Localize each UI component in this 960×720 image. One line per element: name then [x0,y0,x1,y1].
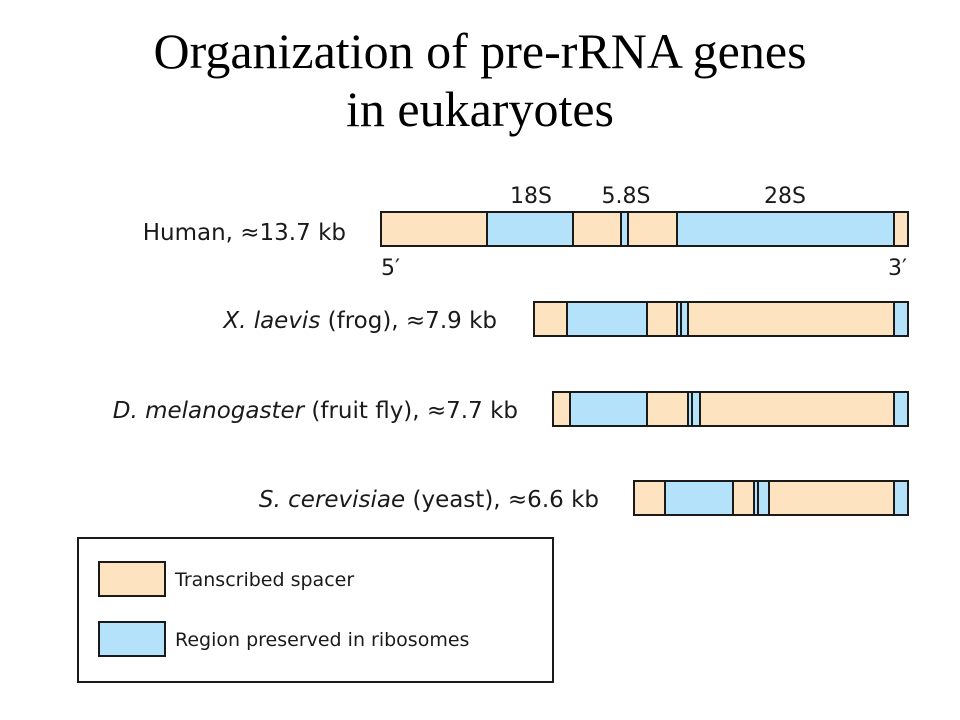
segment-preserved [753,480,770,516]
legend-swatch-spacer [98,561,166,597]
header-18s: 18S [510,184,552,209]
segment-spacer [732,480,755,516]
header-5-8s: 5.8S [602,184,651,209]
segment-spacer [646,301,678,337]
three-prime-label: 3′ [888,256,907,281]
gene-label-yeast: S. cerevisiae (yeast), ≈6.6 kb [259,487,599,513]
segment-spacer [633,480,666,516]
gene-label-frog: X. laevis (frog), ≈7.9 kb [222,308,497,334]
legend-label-spacer: Transcribed spacer [174,569,354,591]
segment-preserved [676,301,689,337]
segment-spacer [572,211,622,247]
legend-swatch-preserved [98,621,166,657]
segment-preserved [486,211,574,247]
segment-preserved [676,211,895,247]
segment-preserved [620,211,629,247]
segment-preserved [566,301,648,337]
species-detail: (frog), ≈7.9 kb [320,308,497,334]
segment-spacer [533,301,568,337]
legend-label-preserved: Region preserved in ribosomes [175,629,469,651]
segment-spacer [646,391,689,427]
gene-bar-frog [533,301,909,337]
legend-box [77,537,554,683]
segment-preserved [893,391,909,427]
segment-spacer [627,211,678,247]
segment-spacer [380,211,488,247]
segment-preserved [893,301,909,337]
five-prime-label: 5′ [381,256,400,281]
species-name: D. melanogaster [113,398,306,424]
segment-spacer [699,391,895,427]
gene-bar-yeast [633,480,909,516]
segment-preserved [569,391,648,427]
species-name: X. laevis [222,308,320,334]
segment-preserved [893,480,909,516]
segment-spacer [687,301,895,337]
segment-spacer [893,211,909,247]
header-28s: 28S [764,184,806,209]
species-name: S. cerevisiae [259,487,405,513]
segment-spacer [768,480,895,516]
species-detail: Human, ≈13.7 kb [143,220,346,246]
species-detail: (fruit fly), ≈7.7 kb [304,398,518,424]
title-line-1: Organization of pre-rRNA genes [153,23,807,79]
species-detail: (yeast), ≈6.6 kb [405,487,599,513]
gene-label-human: Human, ≈13.7 kb [143,220,346,246]
title-line-2: in eukaryotes [346,81,614,137]
page-title: Organization of pre-rRNA genes in eukary… [0,22,960,138]
gene-bar-human [380,211,909,247]
gene-label-fruit-fly: D. melanogaster (fruit fly), ≈7.7 kb [113,398,518,424]
segment-preserved [664,480,734,516]
gene-bar-fruit-fly [552,391,909,427]
segment-preserved [687,391,701,427]
segment-spacer [552,391,571,427]
